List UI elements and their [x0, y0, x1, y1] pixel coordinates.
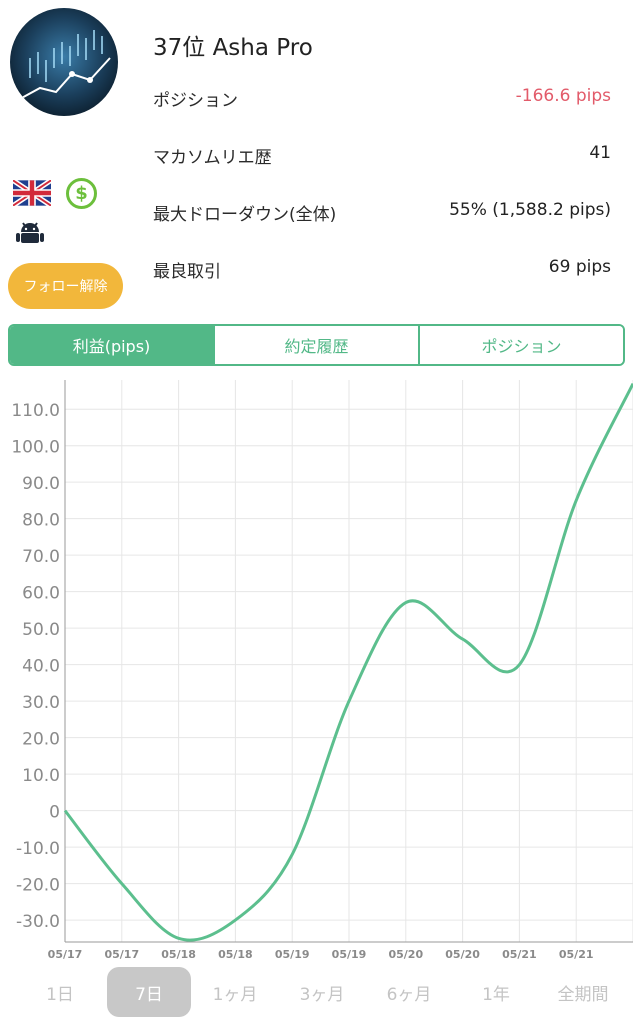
- x-tick-label: 05/19: [332, 948, 367, 961]
- y-tick-label: 110.0: [11, 401, 60, 421]
- y-tick-label: 30.0: [22, 693, 60, 713]
- period-6m[interactable]: 6ヶ月: [386, 984, 432, 1005]
- profit-chart: 110.0 100.0 90.0 80.0 70.0 60.0 50.0 40.0 30.0 20…: [11, 380, 633, 961]
- y-tick-label: 80.0: [22, 511, 60, 531]
- period-7d[interactable]: 7日: [107, 967, 191, 1017]
- stat-value: 41: [589, 143, 611, 163]
- x-tick-label: 05/20: [388, 948, 423, 961]
- period-all[interactable]: 全期間: [557, 984, 609, 1005]
- x-tick-label: 05/17: [48, 948, 83, 961]
- period-1y[interactable]: 1年: [482, 984, 510, 1005]
- x-tick-label: 05/17: [104, 948, 139, 961]
- stat-row-best-trade: 最良取引 69 pips: [153, 257, 611, 282]
- period-selector: 1日 7日 1ヶ月 3ヶ月 6ヶ月 1年 全期間: [0, 964, 633, 1020]
- y-tick-label: 100.0: [11, 438, 60, 458]
- trader-name: 37位 Asha Pro: [153, 35, 313, 61]
- y-tick-label: 70.0: [22, 547, 60, 567]
- y-tick-label: 60.0: [22, 584, 60, 604]
- x-tick-label: 05/19: [275, 948, 310, 961]
- tab-bar: 利益(pips) 約定履歴 ポジション: [8, 324, 625, 366]
- x-tick-label: 05/20: [445, 948, 480, 961]
- y-tick-label: 90.0: [22, 474, 60, 494]
- uk-flag-icon: [11, 178, 53, 208]
- y-tick-label: 20.0: [22, 730, 60, 750]
- stat-row-experience: マカソムリエ歴 41: [153, 143, 611, 168]
- x-tick-label: 05/21: [559, 948, 594, 961]
- dollar-icon: $: [66, 178, 97, 209]
- x-tick-label: 05/18: [161, 948, 196, 961]
- tab-trade-history[interactable]: 約定履歴: [213, 326, 418, 364]
- tab-positions[interactable]: ポジション: [418, 326, 623, 364]
- y-tick-label: 10.0: [22, 766, 60, 786]
- stat-value: 69 pips: [548, 257, 611, 277]
- stat-label: 最良取引: [153, 262, 221, 282]
- y-tick-label: -20.0: [16, 876, 60, 896]
- avatar: [10, 8, 118, 116]
- stat-row-position: ポジション -166.6 pips: [153, 86, 611, 111]
- x-tick-label: 05/18: [218, 948, 253, 961]
- period-1m[interactable]: 1ヶ月: [212, 984, 258, 1005]
- stat-label: マカソムリエ歴: [153, 148, 272, 168]
- stat-row-max-drawdown: 最大ドローダウン(全体) 55% (1,588.2 pips): [153, 200, 611, 225]
- y-tick-label: 50.0: [22, 620, 60, 640]
- stat-label: ポジション: [153, 91, 238, 111]
- y-tick-label: -10.0: [16, 839, 60, 859]
- period-1d[interactable]: 1日: [46, 984, 74, 1005]
- stat-label: 最大ドローダウン(全体): [153, 205, 337, 225]
- stat-value: -166.6 pips: [515, 86, 611, 106]
- tab-profit[interactable]: 利益(pips): [10, 326, 213, 364]
- y-tick-label: -30.0: [16, 912, 60, 932]
- android-icon: [16, 220, 44, 246]
- period-3m[interactable]: 3ヶ月: [299, 984, 345, 1005]
- y-tick-label: 0: [49, 803, 60, 823]
- y-tick-label: 40.0: [22, 657, 60, 677]
- unfollow-button[interactable]: フォロー解除: [8, 263, 123, 309]
- profit-series-line: [63, 382, 633, 942]
- x-tick-label: 05/21: [502, 948, 537, 961]
- stat-value: 55% (1,588.2 pips): [449, 200, 611, 220]
